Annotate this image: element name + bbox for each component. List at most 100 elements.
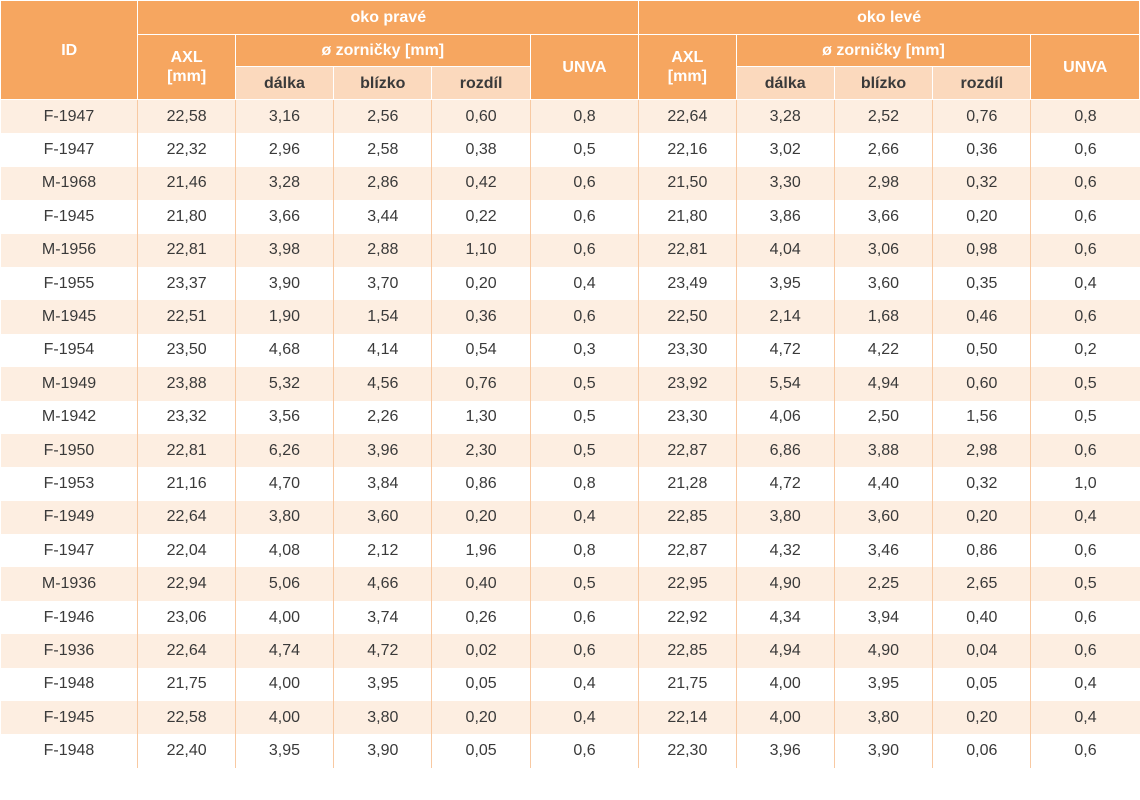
cell-difference-left: 0,20 <box>932 701 1032 735</box>
table-row: F-1947 22,58 3,16 2,56 0,60 0,8 22,64 3,28 2,52 0… <box>0 99 1140 134</box>
cell-axl-left: 22,50 <box>638 300 737 334</box>
cell-distance-left: 3,95 <box>736 266 835 301</box>
cell-difference-left: 0,98 <box>932 233 1032 267</box>
cell-unva-left: 0,6 <box>1030 233 1140 267</box>
cell-difference-right: 1,96 <box>431 534 531 568</box>
cell-difference-left: 0,60 <box>932 367 1032 401</box>
cell-near-left: 1,68 <box>834 300 934 334</box>
header-id: ID <box>0 0 139 100</box>
cell-difference-left: 0,86 <box>932 534 1032 568</box>
cell-unva-left: 0,4 <box>1030 266 1140 301</box>
cell-distance-left: 3,96 <box>736 734 835 768</box>
cell-distance-right: 4,68 <box>235 333 335 368</box>
header-near-left: blízko <box>833 66 934 100</box>
cell-distance-left: 4,04 <box>736 233 835 267</box>
cell-difference-left: 1,56 <box>932 400 1032 434</box>
header-axl-label: AXL <box>671 49 704 66</box>
cell-axl-right: 22,64 <box>137 634 236 668</box>
header-row-eye: ID oko pravé oko levé <box>0 0 1140 100</box>
cell-distance-left: 4,00 <box>736 701 835 735</box>
cell-near-right: 2,26 <box>333 400 433 434</box>
cell-difference-right: 1,30 <box>431 400 531 434</box>
cell-unva-left: 0,5 <box>1030 567 1140 601</box>
cell-axl-right: 22,04 <box>137 534 236 568</box>
cell-axl-left: 22,85 <box>638 500 737 535</box>
cell-distance-right: 3,28 <box>235 166 335 201</box>
cell-axl-left: 22,95 <box>638 567 737 601</box>
cell-near-left: 3,46 <box>834 534 934 568</box>
cell-distance-left: 5,54 <box>736 367 835 401</box>
cell-unva-right: 0,5 <box>530 567 640 601</box>
cell-near-right: 3,95 <box>333 667 433 702</box>
cell-unva-right: 0,4 <box>530 667 640 702</box>
cell-near-right: 1,54 <box>333 300 433 334</box>
cell-axl-right: 22,32 <box>137 133 236 167</box>
cell-difference-right: 0,76 <box>431 367 531 401</box>
cell-near-left: 3,66 <box>834 200 934 234</box>
cell-unva-right: 0,8 <box>530 99 640 134</box>
cell-unva-left: 0,4 <box>1030 667 1140 702</box>
cell-near-right: 3,74 <box>333 600 433 635</box>
cell-id: F-1948 <box>0 734 139 768</box>
cell-axl-left: 21,75 <box>638 667 737 702</box>
table-row: F-1953 21,16 4,70 3,84 0,86 0,8 21,28 4,72 4,40 0… <box>0 467 1140 501</box>
cell-distance-right: 3,56 <box>235 400 335 434</box>
cell-difference-left: 0,06 <box>932 734 1032 768</box>
header-right-eye: oko pravé <box>137 0 640 35</box>
cell-distance-right: 5,06 <box>235 567 335 601</box>
cell-id: F-1945 <box>0 701 139 735</box>
cell-id: F-1948 <box>0 667 139 702</box>
cell-unva-right: 0,5 <box>530 367 640 401</box>
cell-unva-right: 0,6 <box>530 300 640 334</box>
cell-near-right: 4,66 <box>333 567 433 601</box>
cell-axl-left: 23,92 <box>638 367 737 401</box>
cell-id: F-1947 <box>0 99 139 134</box>
cell-distance-right: 1,90 <box>235 300 335 334</box>
cell-unva-right: 0,5 <box>530 433 640 468</box>
cell-difference-right: 0,22 <box>431 200 531 234</box>
cell-unva-right: 0,8 <box>530 467 640 501</box>
cell-distance-right: 3,90 <box>235 266 335 301</box>
cell-difference-left: 0,20 <box>932 200 1032 234</box>
table-row: F-1948 21,75 4,00 3,95 0,05 0,4 21,75 4,00 3,95 0… <box>0 667 1140 702</box>
cell-unva-left: 0,4 <box>1030 701 1140 735</box>
cell-near-right: 3,80 <box>333 701 433 735</box>
cell-unva-left: 0,6 <box>1030 200 1140 234</box>
cell-difference-left: 0,76 <box>932 99 1032 134</box>
cell-difference-right: 0,20 <box>431 500 531 535</box>
cell-axl-left: 22,87 <box>638 433 737 468</box>
cell-axl-right: 21,16 <box>137 467 236 501</box>
cell-unva-right: 0,3 <box>530 333 640 368</box>
header-pupil-right: ø zorničky [mm] <box>234 34 531 67</box>
cell-difference-right: 0,26 <box>431 600 531 635</box>
cell-unva-left: 0,6 <box>1030 433 1140 468</box>
table-row: F-1954 23,50 4,68 4,14 0,54 0,3 23,30 4,72 4,22 0… <box>0 333 1140 368</box>
header-row-pupil: dálka blízko rozdíl dálka blízko rozdíl <box>1 66 1140 100</box>
cell-difference-left: 0,20 <box>932 500 1032 535</box>
cell-near-right: 3,44 <box>333 200 433 234</box>
cell-difference-right: 0,40 <box>431 567 531 601</box>
cell-axl-left: 22,85 <box>638 634 737 668</box>
cell-difference-right: 0,38 <box>431 133 531 167</box>
table-row: M-1945 22,51 1,90 1,54 0,36 0,6 22,50 2,14 1,68 0… <box>0 300 1140 334</box>
cell-axl-left: 22,16 <box>638 133 737 167</box>
table-row: F-1947 22,32 2,96 2,58 0,38 0,5 22,16 3,02 2,66 0… <box>0 133 1140 167</box>
cell-near-right: 3,70 <box>333 266 433 301</box>
cell-unva-left: 0,6 <box>1030 634 1140 668</box>
cell-distance-left: 3,02 <box>736 133 835 167</box>
cell-near-left: 4,40 <box>834 467 934 501</box>
cell-id: F-1947 <box>0 133 139 167</box>
cell-unva-left: 1,0 <box>1030 467 1140 501</box>
cell-unva-right: 0,5 <box>530 133 640 167</box>
table-row: F-1945 22,58 4,00 3,80 0,20 0,4 22,14 4,00 3,80 0… <box>0 701 1140 735</box>
cell-near-left: 3,06 <box>834 233 934 267</box>
cell-distance-left: 3,30 <box>736 166 835 201</box>
cell-axl-left: 21,80 <box>638 200 737 234</box>
cell-distance-left: 4,72 <box>736 467 835 501</box>
cell-id: F-1954 <box>0 333 139 368</box>
header-axl-label: AXL <box>170 49 203 66</box>
cell-id: M-1968 <box>0 166 139 201</box>
cell-id: M-1945 <box>0 300 139 334</box>
cell-near-left: 2,25 <box>834 567 934 601</box>
cell-difference-left: 0,46 <box>932 300 1032 334</box>
